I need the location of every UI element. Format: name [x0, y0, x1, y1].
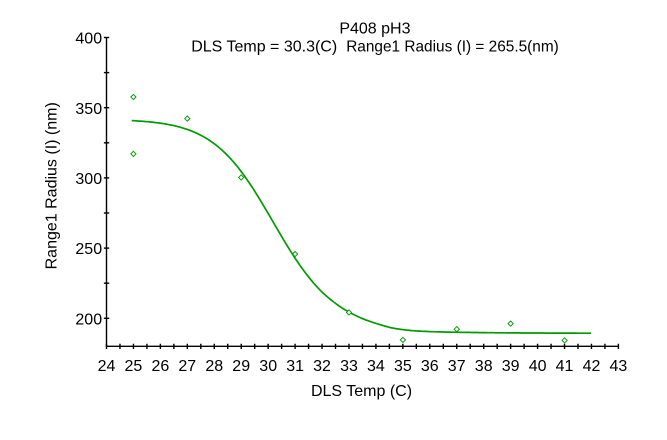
svg-text:Range1 Radius (I) = 265.5(nm): Range1 Radius (I) = 265.5(nm) — [346, 38, 559, 55]
svg-text:39: 39 — [502, 358, 520, 375]
svg-text:250: 250 — [75, 241, 102, 258]
svg-text:36: 36 — [421, 358, 439, 375]
svg-text:P408 pH3: P408 pH3 — [339, 21, 410, 38]
svg-text:DLS Temp = 30.3(C): DLS Temp = 30.3(C) — [191, 38, 337, 55]
svg-text:26: 26 — [152, 358, 170, 375]
svg-text:33: 33 — [340, 358, 358, 375]
svg-text:32: 32 — [313, 358, 331, 375]
svg-text:28: 28 — [205, 358, 223, 375]
svg-text:300: 300 — [75, 171, 102, 188]
svg-text:43: 43 — [610, 358, 628, 375]
svg-text:27: 27 — [178, 358, 196, 375]
svg-text:31: 31 — [286, 358, 304, 375]
svg-text:350: 350 — [75, 101, 102, 118]
svg-text:30: 30 — [259, 358, 277, 375]
svg-text:Range1 Radius (I) (nm): Range1 Radius (I) (nm) — [43, 102, 60, 269]
svg-text:41: 41 — [556, 358, 574, 375]
svg-text:34: 34 — [367, 358, 385, 375]
svg-text:38: 38 — [475, 358, 493, 375]
svg-text:37: 37 — [448, 358, 466, 375]
svg-text:42: 42 — [583, 358, 601, 375]
svg-text:200: 200 — [75, 311, 102, 328]
svg-text:35: 35 — [394, 358, 412, 375]
svg-text:25: 25 — [125, 358, 143, 375]
svg-text:40: 40 — [529, 358, 547, 375]
svg-text:29: 29 — [232, 358, 250, 375]
svg-text:24: 24 — [98, 358, 116, 375]
svg-text:400: 400 — [75, 31, 102, 48]
svg-text:DLS Temp (C): DLS Temp (C) — [311, 383, 412, 400]
